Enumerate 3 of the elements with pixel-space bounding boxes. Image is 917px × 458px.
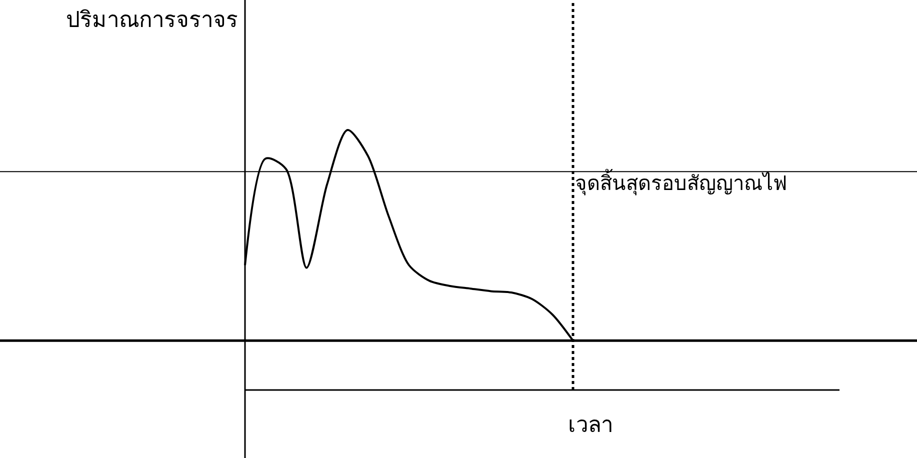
annotation: จุดสิ้นสุดรอบสัญญาณไฟ (575, 169, 787, 196)
y-axis-title: ปริมาณการจราจร (66, 8, 238, 33)
x-axis-title: เวลา (568, 413, 613, 438)
